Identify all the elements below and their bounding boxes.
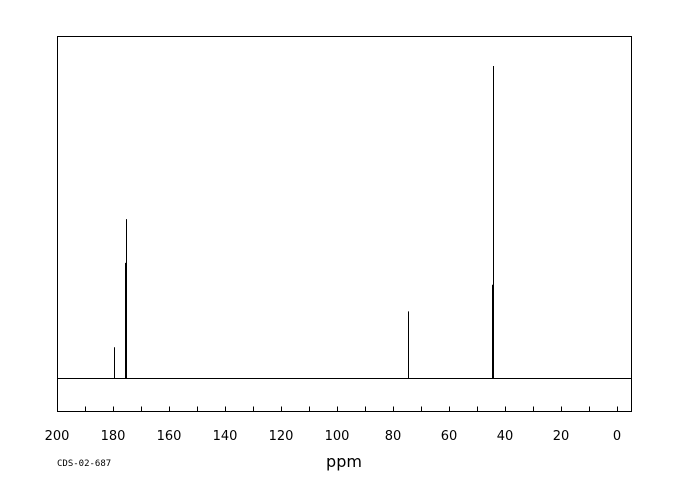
x-axis-tick-label: 180 — [101, 429, 126, 444]
x-axis-tick-label: 120 — [269, 429, 294, 444]
spectrum-code-label: CDS-02-687 — [57, 459, 111, 469]
peak-group — [114, 66, 494, 379]
x-axis-tick-label: 40 — [497, 429, 514, 444]
plot-frame — [57, 36, 632, 412]
x-axis-tick-labels: 200 180 160 140 120 100 80 60 40 20 0 — [45, 429, 622, 444]
x-axis-tick-label: 80 — [385, 429, 402, 444]
x-axis-tick-label: 100 — [325, 429, 350, 444]
x-axis-ticks — [57, 406, 618, 412]
x-axis-tick-label: 20 — [553, 429, 570, 444]
x-axis-tick-label: 60 — [441, 429, 458, 444]
x-axis-tick-label: 160 — [157, 429, 182, 444]
x-axis-tick-label: 0 — [613, 429, 621, 444]
x-axis-tick-label: 200 — [45, 429, 70, 444]
x-axis-tick-label: 140 — [213, 429, 238, 444]
x-axis-title: ppm — [326, 452, 362, 471]
